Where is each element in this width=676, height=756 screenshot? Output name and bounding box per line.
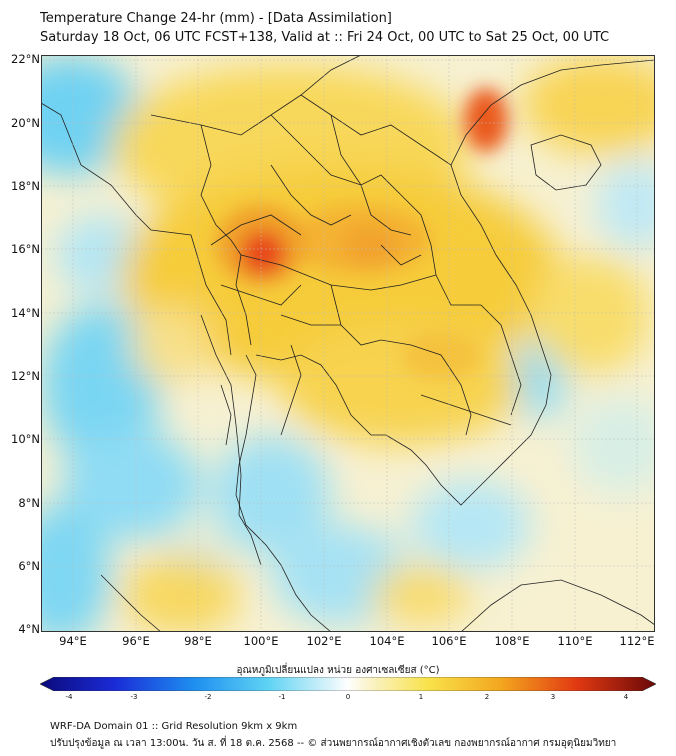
lat-label: 22°N <box>11 52 40 66</box>
map-title: Temperature Change 24-hr (mm) - [Data As… <box>40 11 392 26</box>
lat-label: 12°N <box>11 369 40 383</box>
lon-label: 102°E <box>306 634 342 648</box>
lat-label: 4°N <box>18 622 40 636</box>
lon-label: 98°E <box>184 634 212 648</box>
lon-label: 112°E <box>619 634 655 648</box>
lon-label: 94°E <box>59 634 87 648</box>
colorbar-tick: 1 <box>418 693 424 701</box>
colorbar-tick: 0 <box>345 693 351 701</box>
colorbar-tick: 2 <box>484 693 490 701</box>
temperature-change-map <box>41 55 655 632</box>
colorbar-tick: -1 <box>278 693 286 701</box>
footer-update-info: ปรับปรุงข้อมูล ณ เวลา 13:00น. วัน ส. ที่… <box>50 738 617 749</box>
field-layer <box>41 55 655 632</box>
lat-label: 16°N <box>11 242 40 256</box>
lat-label: 10°N <box>11 432 40 446</box>
colorbar-tick: 3 <box>550 693 556 701</box>
colorbar <box>40 677 656 691</box>
colorbar-tick: -2 <box>204 693 212 701</box>
lon-label: 96°E <box>122 634 150 648</box>
lon-label: 110°E <box>557 634 593 648</box>
colorbar-tick: 4 <box>623 693 629 701</box>
lon-label: 106°E <box>431 634 467 648</box>
lat-label: 18°N <box>11 179 40 193</box>
lon-label: 100°E <box>243 634 279 648</box>
map-subtitle: Saturday 18 Oct, 06 UTC FCST+138, Valid … <box>40 30 610 45</box>
lat-label: 14°N <box>11 306 40 320</box>
lat-label: 6°N <box>18 559 40 573</box>
lat-label: 20°N <box>11 116 40 130</box>
colorbar-title: อุณหภูมิเปลี่ยนแปลง หน่วย องศาเซลเซียส (… <box>236 665 440 676</box>
footer-domain-info: WRF-DA Domain 01 :: Grid Resolution 9km … <box>50 721 298 732</box>
grid-layer <box>41 55 655 632</box>
borders-layer <box>41 55 655 632</box>
lat-label: 8°N <box>18 496 40 510</box>
colorbar-tick: -3 <box>130 693 138 701</box>
lon-label: 108°E <box>494 634 530 648</box>
lon-label: 104°E <box>369 634 405 648</box>
colorbar-tick: -4 <box>65 693 73 701</box>
